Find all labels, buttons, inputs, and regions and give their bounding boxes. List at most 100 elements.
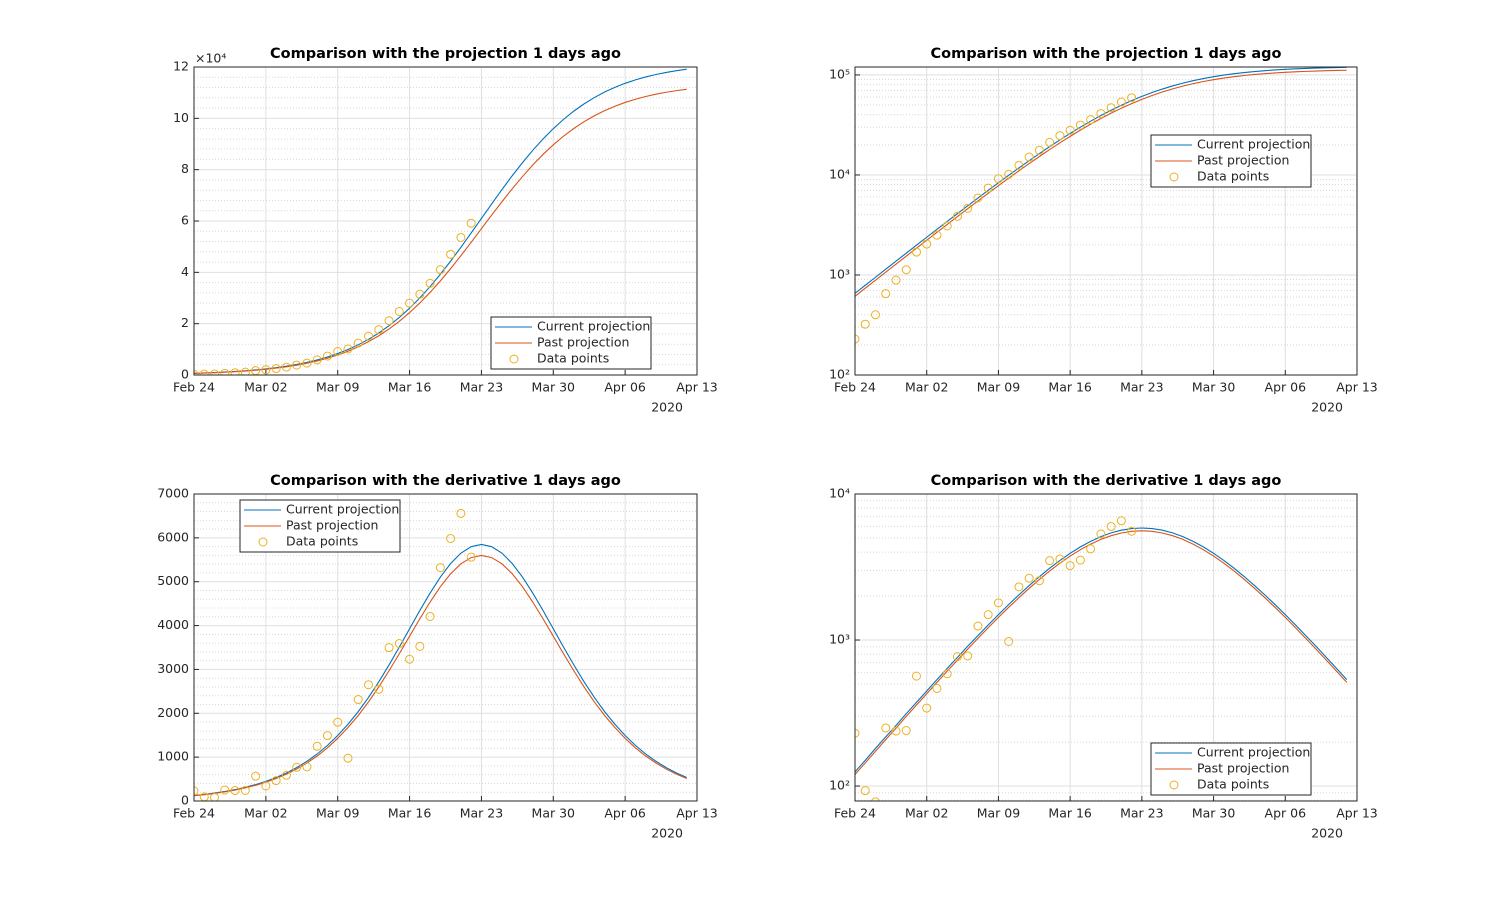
- data-point: [1086, 544, 1096, 554]
- x-tick-label: Mar 02: [244, 380, 287, 395]
- series-line: [194, 554, 687, 797]
- data-point: [405, 298, 415, 308]
- axes-box: [854, 493, 1358, 802]
- data-point: [952, 652, 962, 662]
- legend-label: Past projection: [286, 518, 378, 533]
- data-point: [1055, 131, 1065, 141]
- data-point: [292, 360, 302, 370]
- data-point: [1045, 556, 1055, 566]
- data-point: [952, 211, 962, 221]
- data-point: [261, 365, 271, 375]
- y-tick-label: 10³: [829, 266, 850, 281]
- data-point: [973, 193, 983, 203]
- chart-title: Comparison with the projection 1 days ag…: [930, 46, 1281, 62]
- data-point: [942, 221, 952, 231]
- x-tick-label: Mar 30: [532, 380, 576, 395]
- data-point: [932, 230, 942, 240]
- legend-label: Past projection: [537, 335, 629, 350]
- plot-area: [855, 67, 1347, 344]
- y-tick-label: 8: [181, 161, 189, 176]
- data-point: [364, 680, 374, 690]
- data-point: [271, 776, 281, 786]
- data-point: [1106, 103, 1116, 113]
- data-point: [1106, 522, 1116, 532]
- data-point: [860, 786, 870, 796]
- x-tick-label: Apr 06: [1265, 806, 1307, 821]
- data-point: [384, 643, 394, 653]
- data-point: [343, 344, 353, 354]
- data-point: [1096, 529, 1106, 539]
- y-tick-label: 2: [181, 315, 189, 330]
- data-point: [240, 367, 250, 375]
- legend-label: Data points: [286, 534, 358, 549]
- series-line: [855, 67, 1347, 294]
- data-point: [343, 753, 353, 763]
- x-tick-label: Apr 13: [676, 380, 718, 395]
- y-tick-label: 10²: [829, 367, 850, 382]
- y-tick-label: 10³: [829, 632, 850, 647]
- legend-label: Data points: [1197, 777, 1269, 792]
- data-point: [922, 239, 932, 249]
- plot-area: [194, 508, 687, 801]
- data-point: [281, 362, 291, 372]
- x-tick-label: Mar 02: [244, 806, 287, 821]
- data-point: [1004, 169, 1014, 179]
- legend-label: Data points: [537, 351, 609, 366]
- x-tick-label: Mar 23: [1120, 806, 1163, 821]
- data-point: [261, 781, 271, 791]
- data-point: [374, 325, 384, 335]
- y-tick-label: 2000: [157, 705, 189, 720]
- data-point: [292, 762, 302, 772]
- data-point: [333, 717, 343, 727]
- data-point: [855, 728, 860, 738]
- data-point: [210, 369, 220, 375]
- data-point: [446, 249, 456, 259]
- data-point: [220, 368, 230, 375]
- x-year-label: 2020: [651, 400, 683, 415]
- data-point: [983, 183, 993, 193]
- data-point: [312, 741, 322, 751]
- series-line: [194, 543, 687, 797]
- data-point: [1034, 576, 1044, 586]
- y-tick-label: 1000: [157, 749, 189, 764]
- data-point: [1065, 125, 1075, 135]
- axes-box: [193, 493, 698, 802]
- data-point: [302, 762, 312, 772]
- x-tick-label: Mar 09: [316, 806, 360, 821]
- x-tick-label: Apr 06: [604, 380, 646, 395]
- chart-title: Comparison with the derivative 1 days ag…: [931, 473, 1282, 489]
- legend-swatch: [1169, 172, 1179, 182]
- subplot: 0 1000 2000 3000 4000 5000 6000 7000 Feb 24 Mar 0…: [157, 473, 718, 841]
- data-point: [1034, 145, 1044, 155]
- legend-swatch: [1169, 780, 1179, 790]
- data-point: [466, 552, 476, 562]
- data-point: [1014, 160, 1024, 170]
- data-point: [963, 203, 973, 213]
- data-point: [446, 533, 456, 543]
- data-point: [194, 369, 199, 375]
- data-point: [394, 639, 404, 649]
- data-point: [456, 508, 466, 518]
- data-point: [1116, 97, 1126, 107]
- data-point: [1075, 555, 1085, 565]
- data-point: [855, 334, 860, 344]
- data-point: [353, 338, 363, 348]
- data-point: [1116, 516, 1126, 526]
- data-point: [1045, 137, 1055, 147]
- data-point: [1065, 561, 1075, 571]
- data-point: [302, 358, 312, 368]
- data-point: [364, 331, 374, 341]
- y-tick-label: 7000: [157, 486, 189, 501]
- data-point: [312, 355, 322, 365]
- x-tick-label: Apr 13: [1336, 806, 1378, 821]
- data-point: [322, 351, 332, 361]
- x-tick-label: Mar 02: [905, 806, 948, 821]
- x-tick-label: Mar 30: [1192, 380, 1236, 395]
- series-line: [194, 88, 687, 374]
- axes-box: [854, 66, 1358, 376]
- data-point: [425, 278, 435, 288]
- x-tick-label: Mar 09: [316, 380, 360, 395]
- x-tick-label: Mar 09: [977, 380, 1021, 395]
